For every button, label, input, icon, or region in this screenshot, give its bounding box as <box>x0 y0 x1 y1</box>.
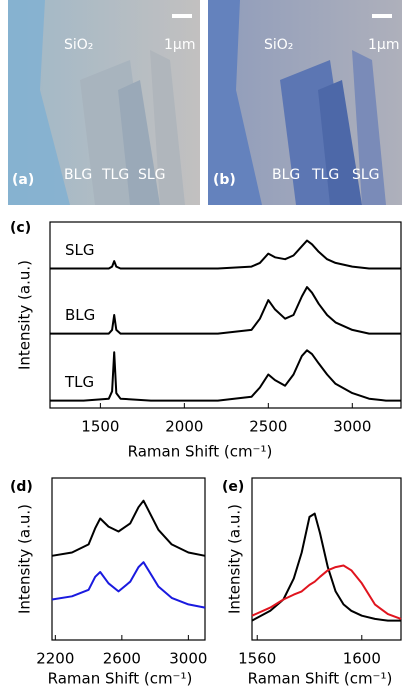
x-axis-title: Raman Shift (cm⁻¹) <box>48 670 193 688</box>
image-a: SiO₂ 1µm (a) BLG TLG SLG <box>8 0 200 205</box>
panel-label: (c) <box>10 220 31 236</box>
region-label: SLG <box>138 167 166 183</box>
panel-label: (a) <box>12 172 34 188</box>
scale-bar-label: 1µm <box>164 37 195 53</box>
x-axis-title: Raman Shift (cm⁻¹) <box>128 443 273 461</box>
substrate-label: SiO₂ <box>64 37 93 53</box>
spectrum-line <box>51 561 206 609</box>
plot-frame <box>251 477 402 641</box>
spectrum-line <box>50 286 401 335</box>
x-tick-label: 3000 <box>169 650 207 668</box>
series-label: BLG <box>65 306 95 324</box>
region-label: BLG <box>64 167 92 183</box>
spectrum-line <box>251 512 401 622</box>
x-tick-label: 2200 <box>36 650 74 668</box>
panel-label: (e) <box>222 479 244 495</box>
x-tick-label: 1500 <box>81 418 119 436</box>
series-label: TLG <box>64 373 94 391</box>
region-label: TLG <box>311 167 339 183</box>
plot-frame <box>49 221 402 409</box>
substrate-label: SiO₂ <box>264 37 293 53</box>
region-label: SLG <box>352 167 380 183</box>
image-b: SiO₂ 1µm (b) BLG TLG SLG <box>208 0 402 205</box>
x-tick-label: 2500 <box>249 418 287 436</box>
y-axis-title: Intensity (a.u.) <box>226 504 244 614</box>
series-label: SLG <box>65 241 95 259</box>
region-label: BLG <box>272 167 300 183</box>
y-axis-title: Intensity (a.u.) <box>16 260 34 370</box>
x-tick-label: 2000 <box>165 418 203 436</box>
spectrum-line <box>251 564 402 620</box>
x-tick-label: 1600 <box>343 650 381 668</box>
spectrum-line <box>50 239 401 270</box>
region-label: TLG <box>101 167 129 183</box>
y-axis-title: Intensity (a.u.) <box>16 504 34 614</box>
panel-label: (d) <box>10 479 33 495</box>
scale-bar-label: 1µm <box>368 37 399 53</box>
x-tick-label: 2600 <box>103 650 141 668</box>
panel-label: (b) <box>213 172 236 188</box>
x-axis-title: Raman Shift (cm⁻¹) <box>248 670 393 688</box>
plot-frame <box>51 477 206 641</box>
spectrum-line <box>50 349 401 402</box>
x-tick-label: 1560 <box>238 650 276 668</box>
spectrum-line <box>51 499 206 557</box>
x-tick-label: 3000 <box>333 418 371 436</box>
